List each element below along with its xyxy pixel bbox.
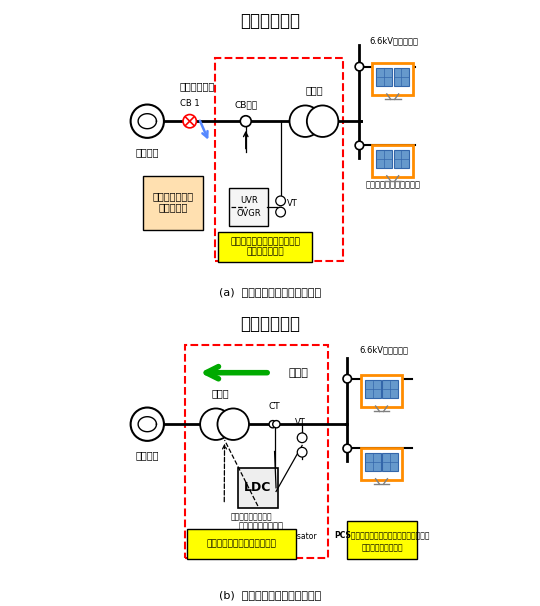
Text: 保護リレー動作
により遮断: 保護リレー動作 により遮断: [152, 191, 194, 212]
Circle shape: [218, 408, 249, 440]
Text: (b)  配電線電圧調整装置の設置: (b) 配電線電圧調整装置の設置: [219, 590, 321, 600]
Circle shape: [297, 433, 307, 442]
Text: PCS（パワーコンディショナーシステム）: PCS（パワーコンディショナーシステム）: [334, 530, 430, 539]
Text: 上位系統事故などを検出する
保護装置の施設: 上位系統事故などを検出する 保護装置の施設: [231, 237, 300, 257]
FancyBboxPatch shape: [347, 521, 417, 559]
Bar: [185, 345, 328, 558]
FancyBboxPatch shape: [143, 176, 202, 230]
Text: CB２入: CB２入: [234, 101, 258, 110]
FancyBboxPatch shape: [361, 447, 402, 480]
Text: 系統電源: 系統電源: [136, 450, 159, 460]
FancyBboxPatch shape: [219, 232, 313, 262]
Text: (a)  上位系保護継電装置の設置: (a) 上位系保護継電装置の設置: [219, 287, 321, 297]
FancyBboxPatch shape: [376, 68, 392, 87]
Text: OVGR: OVGR: [237, 208, 261, 218]
Text: 6.6kV高圧配電線: 6.6kV高圧配電線: [359, 345, 408, 355]
Text: 線路電圧降下補償器: 線路電圧降下補償器: [238, 521, 284, 530]
Text: CT: CT: [269, 402, 280, 411]
FancyBboxPatch shape: [238, 468, 278, 508]
Text: 逆潮流: 逆潮流: [288, 368, 308, 378]
Circle shape: [276, 196, 286, 205]
FancyBboxPatch shape: [372, 145, 413, 177]
Text: バンク: バンク: [211, 388, 229, 399]
Circle shape: [297, 447, 307, 457]
Circle shape: [289, 105, 321, 137]
Text: VT: VT: [287, 199, 298, 208]
FancyBboxPatch shape: [365, 381, 381, 399]
Circle shape: [131, 104, 164, 138]
Circle shape: [307, 105, 339, 137]
Text: 6.6kV高圧配電線: 6.6kV高圧配電線: [370, 36, 418, 45]
Circle shape: [240, 116, 251, 127]
Text: による力率一定制御: による力率一定制御: [361, 543, 403, 552]
Text: 配電用変電所: 配電用変電所: [240, 12, 300, 30]
Text: CB 1: CB 1: [180, 99, 199, 108]
Text: CB2遮断指令: CB2遮断指令: [225, 233, 264, 242]
FancyBboxPatch shape: [372, 63, 413, 95]
Text: 系統電源: 系統電源: [136, 147, 159, 157]
Text: 逆潮流対応電圧調整器の設置: 逆潮流対応電圧調整器の設置: [206, 539, 276, 548]
Circle shape: [131, 408, 164, 441]
FancyBboxPatch shape: [187, 528, 296, 559]
Circle shape: [276, 207, 286, 217]
FancyBboxPatch shape: [361, 375, 402, 407]
FancyBboxPatch shape: [229, 188, 268, 226]
FancyBboxPatch shape: [376, 150, 392, 168]
Text: LDC：Line Drop Compensator: LDC：Line Drop Compensator: [206, 532, 316, 541]
Text: LDC: LDC: [244, 481, 272, 494]
Circle shape: [343, 444, 352, 453]
Text: 太陽光発電システムなど: 太陽光発電システムなど: [365, 181, 420, 189]
Circle shape: [183, 115, 197, 128]
Text: 配電用変電所: 配電用変電所: [240, 315, 300, 333]
Circle shape: [273, 421, 280, 428]
Text: VT: VT: [294, 418, 305, 427]
Bar: [215, 58, 343, 261]
FancyBboxPatch shape: [382, 453, 398, 471]
Text: UVR: UVR: [240, 196, 258, 205]
Circle shape: [269, 421, 276, 428]
Circle shape: [355, 62, 363, 71]
FancyBboxPatch shape: [365, 453, 381, 471]
FancyBboxPatch shape: [394, 150, 409, 168]
Text: タップ切り替え指令: タップ切り替え指令: [231, 512, 272, 521]
Circle shape: [355, 141, 363, 150]
Text: 上位系統事故: 上位系統事故: [180, 81, 215, 91]
Circle shape: [343, 375, 352, 383]
Text: バンク: バンク: [305, 85, 323, 96]
FancyBboxPatch shape: [382, 381, 398, 399]
FancyBboxPatch shape: [394, 68, 409, 87]
Circle shape: [200, 408, 232, 440]
